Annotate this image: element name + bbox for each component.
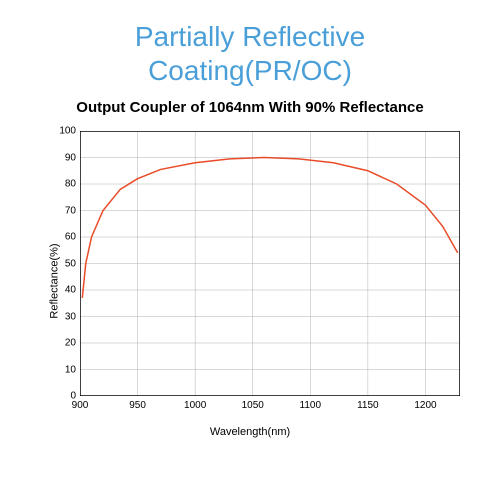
x-tick-label: 900 xyxy=(72,400,89,411)
y-tick-label: 80 xyxy=(58,179,76,190)
chart-container: Reflectance(%) Wavelength(nm) 9009501000… xyxy=(25,126,475,436)
title-line1: Partially Reflective xyxy=(135,20,365,54)
main-title: Partially Reflective Coating(PR/OC) xyxy=(135,20,365,87)
y-axis-label: Reflectance(%) xyxy=(49,244,61,319)
x-tick-label: 1100 xyxy=(300,400,322,411)
y-tick-label: 10 xyxy=(58,364,76,375)
y-tick-label: 50 xyxy=(58,258,76,269)
y-tick-label: 100 xyxy=(58,126,76,137)
x-tick-label: 1050 xyxy=(242,400,264,411)
chart-svg xyxy=(80,131,460,396)
x-tick-label: 950 xyxy=(129,400,146,411)
y-tick-label: 40 xyxy=(58,285,76,296)
x-tick-label: 1150 xyxy=(357,400,379,411)
x-axis-label: Wavelength(nm) xyxy=(210,426,290,438)
y-tick-label: 20 xyxy=(58,338,76,349)
y-tick-label: 90 xyxy=(58,152,76,163)
y-tick-label: 30 xyxy=(58,311,76,322)
plot-area xyxy=(80,131,460,396)
title-line2: Coating(PR/OC) xyxy=(135,54,365,88)
x-tick-label: 1200 xyxy=(414,400,436,411)
y-tick-label: 60 xyxy=(58,232,76,243)
subtitle: Output Coupler of 1064nm With 90% Reflec… xyxy=(76,99,423,116)
y-tick-label: 70 xyxy=(58,205,76,216)
y-tick-label: 0 xyxy=(58,391,76,402)
x-tick-label: 1000 xyxy=(184,400,206,411)
